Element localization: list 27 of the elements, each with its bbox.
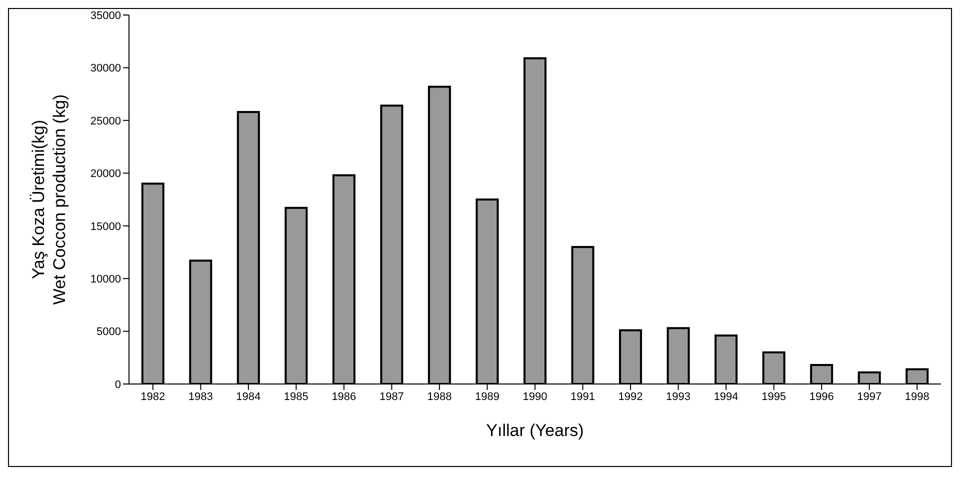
x-tick-label: 1990 [522, 390, 548, 403]
x-tick-label: 1985 [284, 390, 308, 403]
x-tick-label: 1992 [618, 390, 643, 403]
y-tick-label: 25000 [90, 115, 121, 128]
x-tick-label: 1993 [666, 390, 691, 403]
y-tick-label: 15000 [90, 220, 121, 233]
y-tick-label: 30000 [90, 62, 121, 75]
x-tick-label: 1987 [379, 390, 404, 403]
y-tick-label: 20000 [90, 168, 121, 180]
x-tick-label: 1984 [236, 390, 261, 403]
x-tick-label: 1991 [570, 390, 596, 403]
x-tick-label: 1998 [904, 390, 930, 403]
x-tick-label: 1983 [188, 390, 213, 403]
x-tick-label: 1994 [714, 390, 738, 403]
y-tick-label: 10000 [90, 273, 121, 286]
y-tick-label: 5000 [96, 326, 121, 338]
x-axis-title: Yıllar (Years) [486, 421, 584, 440]
y-tick-label: 35000 [90, 10, 121, 22]
x-tick-label: 1982 [140, 390, 166, 403]
x-tick-label: 1988 [427, 390, 452, 403]
x-tick-label: 1995 [762, 390, 786, 403]
x-tick-label: 1996 [809, 390, 834, 403]
y-axis-title: Yaş Koza Üretimi(kg) Wet Coccon production (kg) [29, 94, 69, 305]
x-tick-label: 1989 [474, 390, 500, 403]
y-tick-label: 0 [114, 378, 121, 391]
x-tick-label: 1986 [332, 390, 356, 403]
x-tick-label: 1997 [857, 390, 882, 403]
